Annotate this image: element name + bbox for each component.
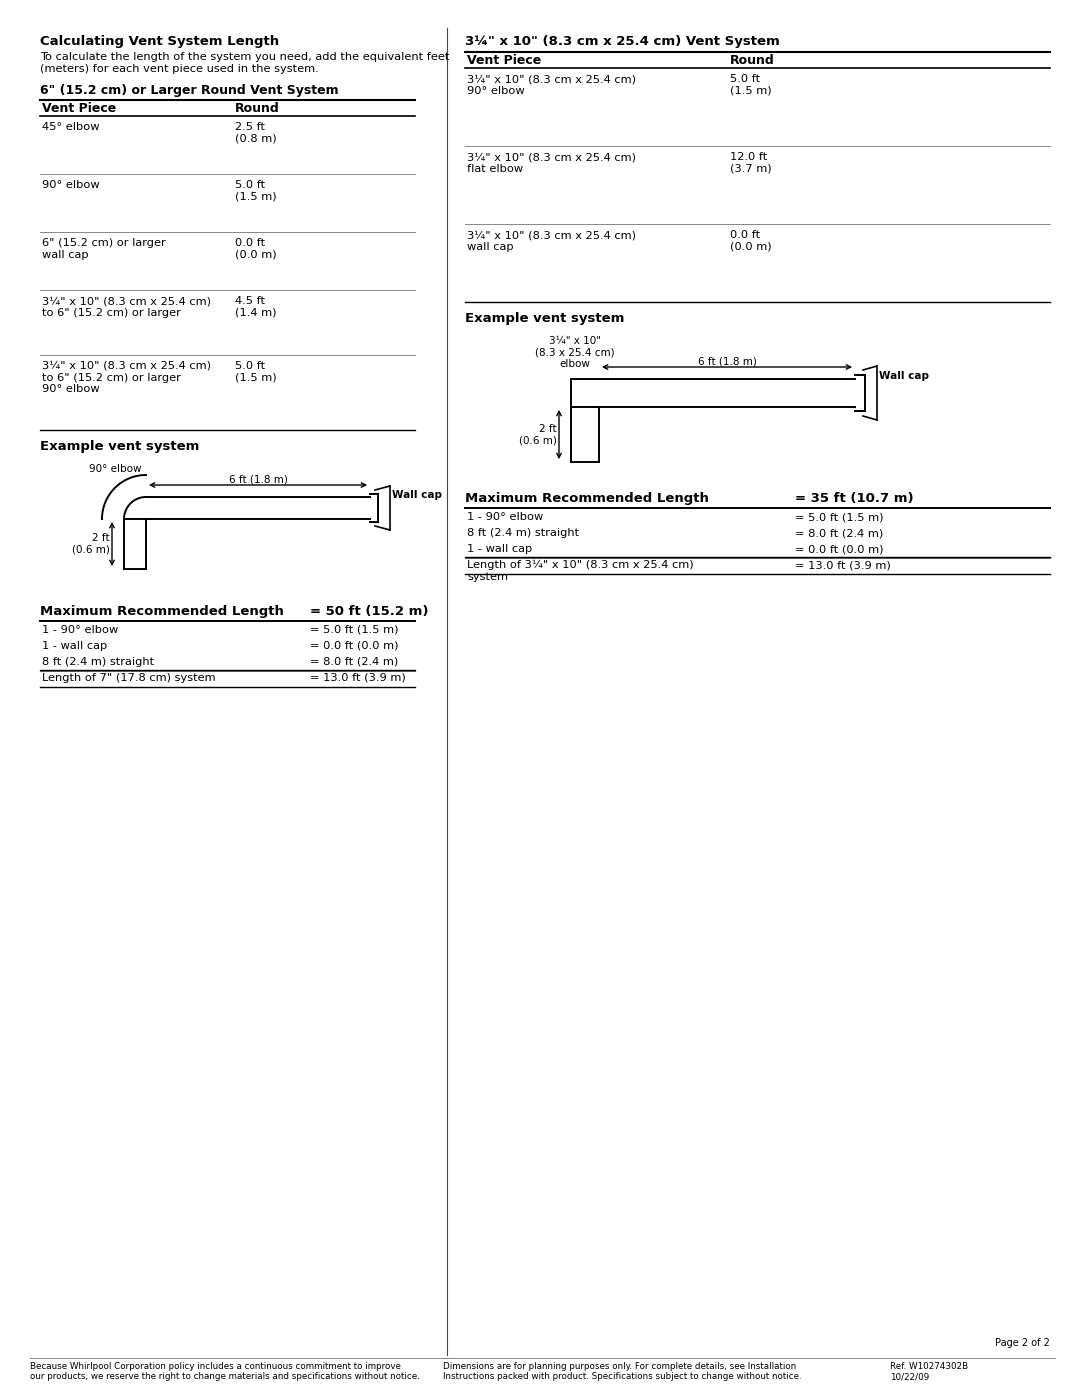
- Text: 5.0 ft
(1.5 m): 5.0 ft (1.5 m): [235, 360, 276, 383]
- Text: Maximum Recommended Length: Maximum Recommended Length: [40, 605, 284, 617]
- Text: 8 ft (2.4 m) straight: 8 ft (2.4 m) straight: [467, 528, 579, 538]
- Text: 5.0 ft
(1.5 m): 5.0 ft (1.5 m): [730, 74, 771, 95]
- Text: 1 - 90° elbow: 1 - 90° elbow: [42, 624, 118, 636]
- Text: 6" (15.2 cm) or Larger Round Vent System: 6" (15.2 cm) or Larger Round Vent System: [40, 84, 339, 96]
- Text: 3¼" x 10" (8.3 cm x 25.4 cm)
wall cap: 3¼" x 10" (8.3 cm x 25.4 cm) wall cap: [467, 231, 636, 251]
- Text: = 35 ft (10.7 m): = 35 ft (10.7 m): [795, 492, 914, 504]
- Text: Round: Round: [730, 54, 774, 67]
- Text: Dimensions are for planning purposes only. For complete details, see Installatio: Dimensions are for planning purposes onl…: [443, 1362, 801, 1382]
- Text: 12.0 ft
(3.7 m): 12.0 ft (3.7 m): [730, 152, 771, 173]
- Text: 0.0 ft
(0.0 m): 0.0 ft (0.0 m): [730, 231, 771, 251]
- Text: 2 ft
(0.6 m): 2 ft (0.6 m): [72, 534, 110, 555]
- Text: = 8.0 ft (2.4 m): = 8.0 ft (2.4 m): [310, 657, 399, 666]
- Text: Length of 7" (17.8 cm) system: Length of 7" (17.8 cm) system: [42, 673, 216, 683]
- Text: Calculating Vent System Length: Calculating Vent System Length: [40, 35, 279, 47]
- Text: = 8.0 ft (2.4 m): = 8.0 ft (2.4 m): [795, 528, 883, 538]
- Text: 6 ft (1.8 m): 6 ft (1.8 m): [698, 356, 756, 366]
- Text: Maximum Recommended Length: Maximum Recommended Length: [465, 492, 708, 504]
- Text: 3¼" x 10" (8.3 cm x 25.4 cm)
flat elbow: 3¼" x 10" (8.3 cm x 25.4 cm) flat elbow: [467, 152, 636, 173]
- Text: Ref. W10274302B
10/22/09: Ref. W10274302B 10/22/09: [890, 1362, 968, 1382]
- Text: 45° elbow: 45° elbow: [42, 122, 99, 131]
- Text: Vent Piece: Vent Piece: [42, 102, 117, 115]
- Text: Wall cap: Wall cap: [879, 372, 929, 381]
- Text: 2.5 ft
(0.8 m): 2.5 ft (0.8 m): [235, 122, 276, 144]
- Text: Example vent system: Example vent system: [40, 440, 200, 453]
- Text: = 5.0 ft (1.5 m): = 5.0 ft (1.5 m): [795, 511, 883, 522]
- Text: 3¼" x 10" (8.3 cm x 25.4 cm) Vent System: 3¼" x 10" (8.3 cm x 25.4 cm) Vent System: [465, 35, 780, 47]
- Text: 8 ft (2.4 m) straight: 8 ft (2.4 m) straight: [42, 657, 154, 666]
- Text: = 0.0 ft (0.0 m): = 0.0 ft (0.0 m): [310, 641, 399, 651]
- Text: = 5.0 ft (1.5 m): = 5.0 ft (1.5 m): [310, 624, 399, 636]
- Text: Because Whirlpool Corporation policy includes a continuous commitment to improve: Because Whirlpool Corporation policy inc…: [30, 1362, 420, 1382]
- Text: Length of 3¼" x 10" (8.3 cm x 25.4 cm)
system: Length of 3¼" x 10" (8.3 cm x 25.4 cm) s…: [467, 560, 693, 581]
- Text: = 0.0 ft (0.0 m): = 0.0 ft (0.0 m): [795, 543, 883, 555]
- Text: 5.0 ft
(1.5 m): 5.0 ft (1.5 m): [235, 180, 276, 201]
- Text: Page 2 of 2: Page 2 of 2: [995, 1338, 1050, 1348]
- Text: Wall cap: Wall cap: [392, 490, 442, 500]
- Text: = 13.0 ft (3.9 m): = 13.0 ft (3.9 m): [795, 560, 891, 570]
- Text: 0.0 ft
(0.0 m): 0.0 ft (0.0 m): [235, 237, 276, 260]
- Text: = 13.0 ft (3.9 m): = 13.0 ft (3.9 m): [310, 673, 406, 683]
- Text: 6" (15.2 cm) or larger
wall cap: 6" (15.2 cm) or larger wall cap: [42, 237, 165, 260]
- Text: 4.5 ft
(1.4 m): 4.5 ft (1.4 m): [235, 296, 276, 317]
- Text: 90° elbow: 90° elbow: [42, 180, 99, 190]
- Text: 3¼" x 10" (8.3 cm x 25.4 cm)
90° elbow: 3¼" x 10" (8.3 cm x 25.4 cm) 90° elbow: [467, 74, 636, 95]
- Text: 1 - wall cap: 1 - wall cap: [42, 641, 107, 651]
- Text: 1 - wall cap: 1 - wall cap: [467, 543, 532, 555]
- Text: Vent Piece: Vent Piece: [467, 54, 541, 67]
- Text: = 50 ft (15.2 m): = 50 ft (15.2 m): [310, 605, 429, 617]
- Text: Example vent system: Example vent system: [465, 312, 624, 326]
- Text: 3¼" x 10" (8.3 cm x 25.4 cm)
to 6" (15.2 cm) or larger
90° elbow: 3¼" x 10" (8.3 cm x 25.4 cm) to 6" (15.2…: [42, 360, 211, 394]
- Text: 6 ft (1.8 m): 6 ft (1.8 m): [229, 474, 287, 483]
- Text: 2 ft
(0.6 m): 2 ft (0.6 m): [519, 423, 557, 446]
- Text: To calculate the length of the system you need, add the equivalent feet
(meters): To calculate the length of the system yo…: [40, 52, 449, 74]
- Text: 1 - 90° elbow: 1 - 90° elbow: [467, 511, 543, 522]
- Text: 90° elbow: 90° elbow: [89, 464, 141, 474]
- Text: 3¼" x 10" (8.3 cm x 25.4 cm)
to 6" (15.2 cm) or larger: 3¼" x 10" (8.3 cm x 25.4 cm) to 6" (15.2…: [42, 296, 211, 317]
- Text: Round: Round: [235, 102, 280, 115]
- Text: 3¼" x 10"
(8.3 x 25.4 cm)
elbow: 3¼" x 10" (8.3 x 25.4 cm) elbow: [536, 337, 615, 369]
